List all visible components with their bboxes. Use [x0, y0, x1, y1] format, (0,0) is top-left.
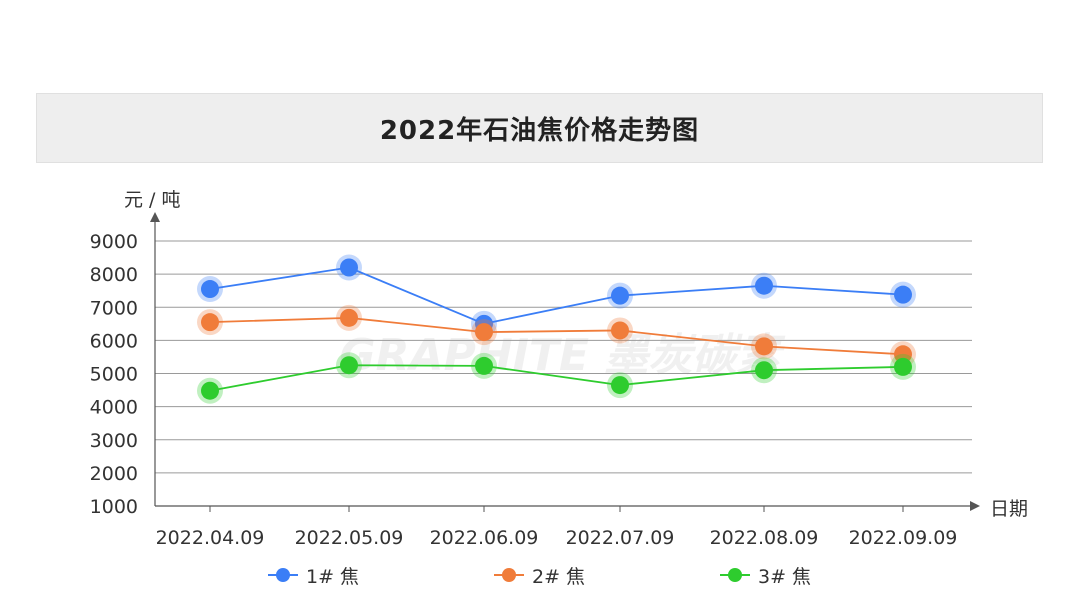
data-point	[894, 345, 912, 364]
x-tick-label: 2022.04.09	[156, 527, 265, 549]
x-tick-label: 2022.08.09	[710, 527, 819, 549]
y-tick-label: 9000	[90, 231, 138, 253]
x-tick-label: 2022.05.09	[295, 527, 404, 549]
data-point	[201, 313, 219, 332]
legend-dot-icon	[728, 568, 742, 582]
legend-marker-icon	[494, 568, 524, 582]
data-point	[475, 356, 493, 375]
data-point	[894, 285, 912, 304]
legend-item-3[interactable]: 3# 焦	[720, 560, 811, 590]
legend-label: 2# 焦	[532, 565, 586, 588]
legend-dot-icon	[276, 568, 290, 582]
data-point	[340, 308, 358, 327]
chart-title-bar: 2022年石油焦价格走势图	[36, 93, 1043, 163]
data-point	[201, 280, 219, 299]
watermark-logo: GRAPHITE 墨炭碳素	[340, 330, 787, 381]
y-tick-label: 5000	[90, 364, 138, 386]
legend-label: 3# 焦	[758, 565, 812, 588]
y-axis-arrow-icon	[150, 212, 160, 222]
data-point	[201, 381, 219, 400]
data-point	[611, 286, 629, 305]
data-point	[340, 356, 358, 375]
chart-legend: 1# 焦 2# 焦 3# 焦	[0, 560, 1080, 590]
y-tick-label: 2000	[90, 463, 138, 485]
legend-item-1[interactable]: 1# 焦	[268, 560, 359, 590]
x-axis-arrow-icon	[970, 501, 980, 511]
legend-item-2[interactable]: 2# 焦	[494, 560, 585, 590]
data-point	[755, 276, 773, 295]
y-tick-label: 8000	[90, 264, 138, 286]
series-line-2	[209, 316, 904, 356]
data-point	[755, 337, 773, 356]
data-point	[755, 361, 773, 380]
y-tick-label: 6000	[90, 330, 138, 352]
series-line-1	[209, 266, 904, 325]
y-tick-label: 7000	[90, 297, 138, 319]
x-axis-label: 日期	[990, 498, 1028, 520]
legend-marker-icon	[268, 568, 298, 582]
y-tick-label: 3000	[90, 430, 138, 452]
series-line-3	[209, 364, 904, 392]
chart-title: 2022年石油焦价格走势图	[379, 115, 700, 146]
x-tick-label: 2022.06.09	[430, 527, 539, 549]
x-tick-label: 2022.07.09	[566, 527, 675, 549]
data-point	[340, 258, 358, 277]
y-axis-label: 元 / 吨	[124, 189, 180, 211]
data-point	[894, 357, 912, 376]
y-tick-label: 4000	[90, 397, 138, 419]
legend-dot-icon	[502, 568, 516, 582]
data-point	[611, 376, 629, 395]
data-point	[611, 321, 629, 340]
y-tick-label: 1000	[90, 496, 138, 518]
data-point	[475, 323, 493, 342]
legend-marker-icon	[720, 568, 750, 582]
legend-label: 1# 焦	[306, 565, 360, 588]
x-tick-label: 2022.09.09	[849, 527, 958, 549]
